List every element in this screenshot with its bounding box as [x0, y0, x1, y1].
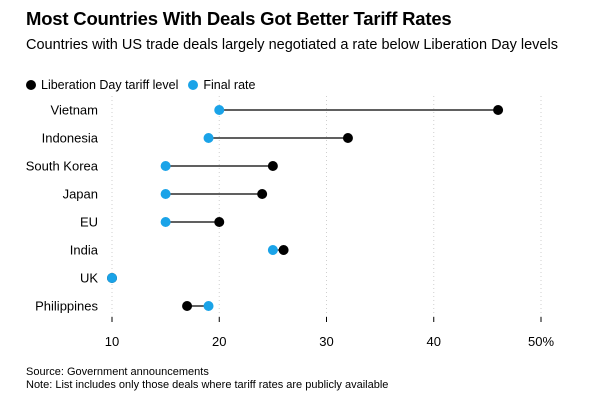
point-final-rate-india — [267, 245, 278, 255]
category-label-vietnam: Vietnam — [51, 103, 98, 118]
point-final-rate-indonesia — [203, 133, 214, 143]
chart-title: Most Countries With Deals Got Better Tar… — [26, 8, 452, 29]
point-liberation-day-south-korea — [267, 161, 278, 171]
legend-swatch-final-rate — [188, 80, 199, 90]
legend-item-liberation-day: Liberation Day tariff level — [26, 78, 178, 92]
legend-swatch-liberation-day — [26, 80, 36, 90]
category-label-philippines: Philippines — [35, 299, 98, 314]
source-notes: Source: Government announcements Note: L… — [26, 366, 388, 391]
legend-item-final-rate: Final rate — [188, 78, 255, 92]
category-label-uk: UK — [80, 271, 98, 286]
point-liberation-day-vietnam — [493, 105, 504, 115]
category-label-eu: EU — [80, 215, 98, 230]
point-liberation-day-india — [278, 245, 289, 255]
point-liberation-day-eu — [214, 217, 225, 227]
x-tick-label-40: 40 — [427, 334, 441, 349]
source-text: Source: Government announcements — [26, 366, 209, 378]
point-liberation-day-indonesia — [342, 133, 353, 143]
legend-label-final-rate: Final rate — [203, 78, 256, 92]
x-tick-label-10: 10 — [105, 334, 119, 349]
legend: Liberation Day tariff level Final rate — [26, 78, 265, 92]
legend-label-liberation-day: Liberation Day tariff level — [41, 78, 179, 92]
point-liberation-day-japan — [257, 189, 268, 199]
category-label-south-korea: South Korea — [26, 159, 99, 174]
chart-subtitle: Countries with US trade deals largely ne… — [26, 37, 558, 53]
point-final-rate-eu — [160, 217, 171, 227]
point-final-rate-uk — [107, 273, 117, 283]
x-tick-label-30: 30 — [319, 334, 333, 349]
point-final-rate-japan — [160, 189, 171, 199]
point-liberation-day-philippines — [182, 301, 193, 311]
category-label-indonesia: Indonesia — [42, 131, 99, 146]
category-label-japan: Japan — [63, 187, 98, 202]
point-final-rate-philippines — [203, 301, 214, 311]
point-final-rate-south-korea — [160, 161, 171, 171]
point-final-rate-vietnam — [214, 105, 225, 115]
note-text: Note: List includes only those deals whe… — [26, 378, 389, 391]
x-tick-label-20: 20 — [212, 334, 226, 349]
category-label-india: India — [70, 243, 99, 258]
x-tick-label-50: 50% — [528, 334, 554, 349]
